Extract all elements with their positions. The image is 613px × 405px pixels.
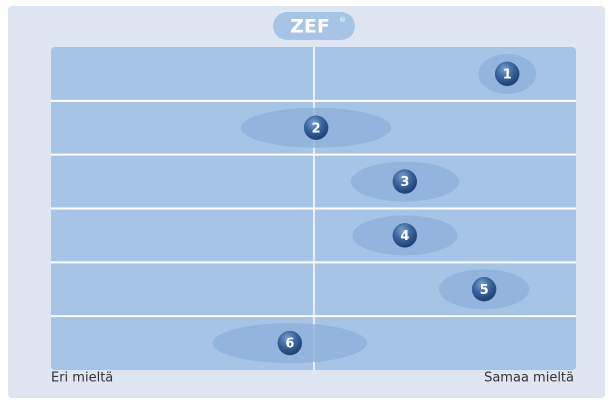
- point: [392, 223, 418, 248]
- point-label: 4: [400, 229, 409, 244]
- point-label: 6: [285, 337, 294, 352]
- point: [277, 330, 303, 356]
- point: [303, 115, 329, 140]
- point-label: 3: [400, 175, 409, 190]
- point: [471, 277, 497, 302]
- right-label: Samaa mieltä: [484, 371, 574, 386]
- point-label: 1: [503, 67, 512, 82]
- point: [392, 169, 418, 194]
- left-label: Eri mieltä: [51, 371, 113, 386]
- logo-mark: ®: [339, 16, 346, 24]
- logo-text: ZEF: [290, 16, 330, 38]
- point-label: 5: [480, 283, 489, 298]
- logo: [273, 12, 355, 40]
- point-label: 2: [312, 121, 321, 136]
- point: [494, 61, 520, 87]
